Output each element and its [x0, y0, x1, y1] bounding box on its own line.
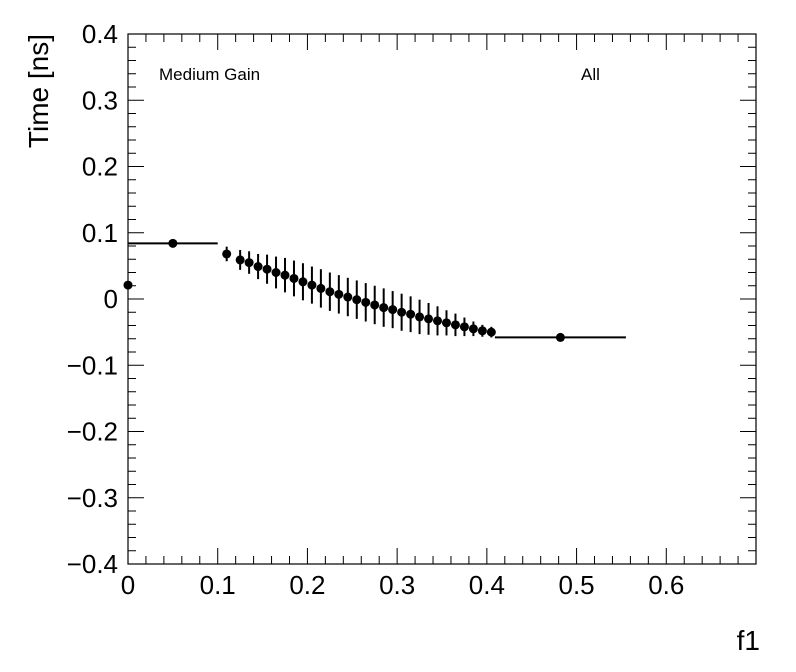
data-point [379, 288, 389, 327]
data-point [406, 296, 416, 333]
data-point [334, 275, 344, 314]
marker [424, 314, 434, 324]
plot-frame [127, 33, 757, 565]
axis-ticks [127, 33, 757, 565]
data-point [468, 321, 478, 337]
marker [244, 258, 254, 268]
marker [316, 283, 326, 293]
marker [289, 273, 299, 283]
marker [298, 277, 308, 287]
data-point [271, 256, 281, 289]
data-point [433, 306, 443, 336]
data-point [343, 277, 353, 317]
annotation-all: All [581, 65, 600, 84]
data-point [325, 272, 335, 311]
marker [397, 307, 407, 317]
marker [468, 324, 478, 334]
data-point [424, 302, 434, 335]
marker [343, 292, 353, 302]
marker [441, 318, 451, 328]
data-point [441, 310, 451, 336]
x-tick-label: 0.4 [469, 570, 505, 600]
marker [361, 297, 371, 307]
y-tick-label: 0.3 [82, 85, 118, 115]
marker [370, 300, 380, 310]
marker [280, 270, 290, 280]
marker [253, 262, 263, 272]
marker [271, 268, 281, 277]
y-tick-label: 0.4 [82, 19, 118, 49]
marker [388, 305, 398, 315]
y-tick-label: −0.1 [67, 350, 118, 380]
y-tick-labels: −0.4 −0.3 −0.2 −0.1 0 0.1 0.2 0.3 0.4 [67, 19, 118, 579]
data-point [128, 238, 218, 248]
marker [352, 295, 362, 305]
data-point [477, 324, 487, 337]
marker [222, 249, 232, 259]
marker [325, 287, 335, 297]
data-point [352, 280, 362, 319]
data-point [361, 283, 371, 322]
marker [334, 289, 344, 299]
x-tick-label: 0.2 [289, 570, 325, 600]
y-tick-label: 0.1 [82, 218, 118, 248]
data-point [235, 249, 245, 270]
x-tick-label: 0.5 [558, 570, 594, 600]
marker [433, 316, 443, 326]
marker [307, 280, 317, 290]
marker [477, 326, 487, 336]
data-point [486, 326, 496, 338]
data-point [316, 269, 326, 308]
marker [486, 327, 496, 337]
y-tick-label: −0.2 [67, 417, 118, 447]
x-tick-label: 0.6 [648, 570, 684, 600]
data-point [370, 285, 380, 325]
data-point [222, 246, 232, 262]
marker [450, 320, 460, 330]
marker [379, 303, 389, 313]
data-point [298, 263, 308, 301]
marker [235, 255, 245, 265]
marker [415, 312, 425, 322]
y-axis-title: Time [ns] [23, 34, 54, 148]
data-point [415, 299, 425, 335]
x-tick-label: 0.1 [200, 570, 236, 600]
data-point [123, 280, 133, 290]
data-point [280, 257, 290, 293]
y-tick-label: −0.4 [67, 549, 118, 579]
data-point [262, 254, 272, 284]
annotation-medium-gain: Medium Gain [159, 65, 260, 84]
data-points [123, 238, 626, 342]
marker [459, 322, 469, 332]
marker [168, 238, 178, 248]
data-point [307, 266, 317, 304]
data-point [494, 332, 626, 342]
marker [406, 309, 416, 319]
y-tick-label: 0 [104, 284, 118, 314]
x-tick-labels: 0 0.1 0.2 0.3 0.4 0.5 0.6 [121, 570, 685, 600]
y-tick-label: 0.2 [82, 152, 118, 182]
data-point [253, 253, 263, 280]
marker [262, 264, 272, 274]
data-point [450, 313, 460, 337]
data-point [397, 293, 407, 331]
data-point [459, 317, 469, 337]
marker [123, 280, 133, 290]
data-point [289, 260, 299, 297]
y-tick-label: −0.3 [67, 483, 118, 513]
x-tick-label: 0.3 [379, 570, 415, 600]
x-axis-title: f1 [737, 625, 760, 656]
marker [555, 332, 565, 342]
data-point [244, 251, 254, 274]
x-tick-label: 0 [121, 570, 135, 600]
data-point [388, 291, 398, 329]
